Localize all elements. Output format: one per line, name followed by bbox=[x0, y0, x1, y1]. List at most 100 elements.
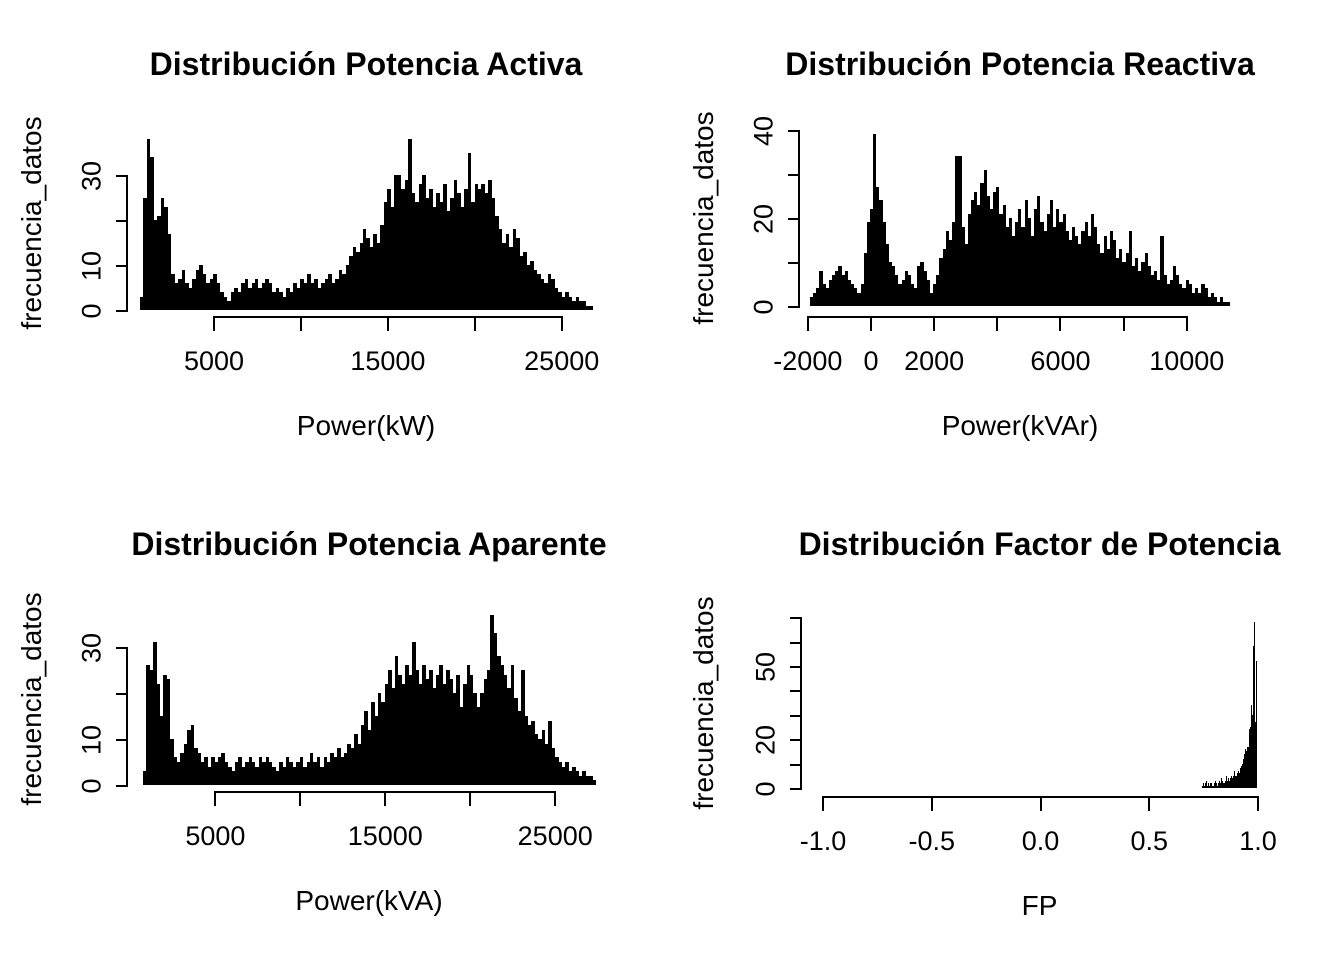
histogram-bar bbox=[1100, 253, 1104, 306]
y-tick-mark bbox=[790, 763, 802, 766]
histogram-bar bbox=[565, 292, 569, 310]
histogram-bar bbox=[989, 209, 994, 306]
histogram-bar bbox=[1204, 288, 1208, 306]
histogram-bar bbox=[851, 284, 855, 306]
histogram-bar bbox=[835, 270, 839, 306]
histogram-bar bbox=[586, 305, 590, 310]
histogram-bar bbox=[1224, 780, 1226, 788]
histogram-bar bbox=[1210, 292, 1214, 306]
histogram-bar bbox=[449, 679, 453, 785]
histogram-bar bbox=[231, 771, 235, 785]
histogram-bar bbox=[1207, 297, 1211, 306]
x-tick-label: 0 bbox=[863, 346, 879, 376]
histogram-bar bbox=[394, 175, 398, 310]
histogram-bar bbox=[275, 287, 280, 310]
y-tick-mark bbox=[116, 785, 128, 787]
histogram-bar bbox=[405, 665, 409, 785]
histogram-bar bbox=[1185, 279, 1189, 306]
histogram-bar bbox=[1018, 209, 1022, 306]
histogram-bar bbox=[349, 256, 353, 310]
histogram-bar bbox=[425, 197, 430, 310]
histogram-bar bbox=[589, 775, 593, 785]
x-tick-mark bbox=[214, 791, 217, 806]
histogram-bar bbox=[324, 278, 329, 310]
histogram-bar bbox=[279, 762, 283, 785]
histogram-bar bbox=[907, 275, 911, 306]
histogram-bar bbox=[1249, 726, 1251, 788]
histogram-bar bbox=[504, 674, 508, 785]
histogram-bar bbox=[1221, 778, 1223, 788]
x-tick-mark bbox=[1122, 316, 1125, 331]
histogram-bar bbox=[1030, 235, 1035, 306]
histogram-bar bbox=[345, 265, 350, 310]
histogram-bar bbox=[1213, 783, 1215, 788]
histogram-bar bbox=[1202, 783, 1204, 788]
histogram-bar bbox=[1247, 746, 1249, 788]
x-tick-mark bbox=[560, 316, 563, 331]
histogram-bar bbox=[551, 278, 555, 310]
histogram-bar bbox=[230, 292, 235, 310]
histogram-bar bbox=[534, 734, 539, 785]
histogram-bar bbox=[244, 278, 249, 310]
x-tick-label: -2000 bbox=[773, 346, 843, 376]
x-tick-label: 10000 bbox=[1149, 346, 1225, 376]
histogram-bar bbox=[1226, 301, 1230, 306]
histogram-bar bbox=[459, 706, 464, 785]
histogram-bar bbox=[1240, 766, 1242, 788]
histogram-bar bbox=[955, 156, 959, 306]
histogram-bar bbox=[248, 757, 252, 785]
histogram-bar bbox=[313, 762, 317, 785]
histogram-bar bbox=[1201, 785, 1203, 788]
y-axis-title: frecuencia_datos bbox=[688, 111, 719, 325]
histogram-bar bbox=[1059, 222, 1063, 306]
histogram-bar bbox=[1250, 705, 1252, 788]
histogram-bar bbox=[507, 688, 511, 785]
y-tick-mark bbox=[788, 306, 800, 308]
histogram-bar bbox=[286, 757, 290, 785]
histogram-bar bbox=[524, 716, 528, 785]
histogram-bar bbox=[1226, 780, 1228, 788]
y-tick-label: 0 bbox=[76, 778, 107, 794]
histogram-bar bbox=[1251, 714, 1253, 788]
histogram-bar bbox=[307, 274, 311, 310]
histogram-bar bbox=[527, 725, 532, 785]
histogram-bar bbox=[1182, 288, 1186, 306]
histogram-bar bbox=[216, 283, 221, 310]
x-tick-mark bbox=[870, 316, 872, 331]
histogram-bar bbox=[1252, 646, 1255, 788]
histogram-bar bbox=[456, 674, 460, 785]
x-tick-mark bbox=[930, 796, 933, 811]
histogram-bar bbox=[380, 224, 384, 310]
histogram-bar bbox=[1043, 231, 1047, 306]
histogram-bar bbox=[401, 188, 405, 310]
histogram-bar bbox=[474, 184, 478, 310]
histogram-bar bbox=[279, 292, 283, 310]
histogram-bar bbox=[460, 206, 465, 310]
histogram-bar bbox=[422, 175, 426, 310]
histogram-bar bbox=[470, 674, 474, 785]
histogram-bar bbox=[164, 206, 168, 310]
y-tick-mark bbox=[790, 739, 802, 742]
histogram-bar bbox=[204, 757, 208, 785]
histogram-bar bbox=[554, 287, 559, 310]
histogram-bar bbox=[171, 274, 175, 310]
histogram-bar bbox=[509, 247, 513, 310]
histogram-bar bbox=[415, 670, 419, 785]
histogram-bar bbox=[572, 766, 576, 785]
histogram-bar bbox=[432, 206, 437, 310]
histogram-bar bbox=[1246, 751, 1248, 788]
histogram-bar bbox=[869, 209, 874, 306]
histogram-bar bbox=[303, 766, 307, 785]
histogram-bar bbox=[408, 674, 413, 785]
histogram-bar bbox=[292, 766, 297, 785]
histogram-bar bbox=[412, 642, 416, 785]
histogram-bar bbox=[945, 231, 949, 306]
histogram-bar bbox=[483, 679, 488, 785]
histogram-bar bbox=[328, 274, 332, 310]
histogram-bar bbox=[901, 279, 905, 306]
histogram-bar bbox=[882, 222, 886, 306]
histogram-bar bbox=[237, 292, 242, 310]
histogram-bar bbox=[964, 244, 968, 306]
histogram-bar bbox=[1242, 763, 1244, 788]
histogram-bar bbox=[359, 242, 363, 310]
